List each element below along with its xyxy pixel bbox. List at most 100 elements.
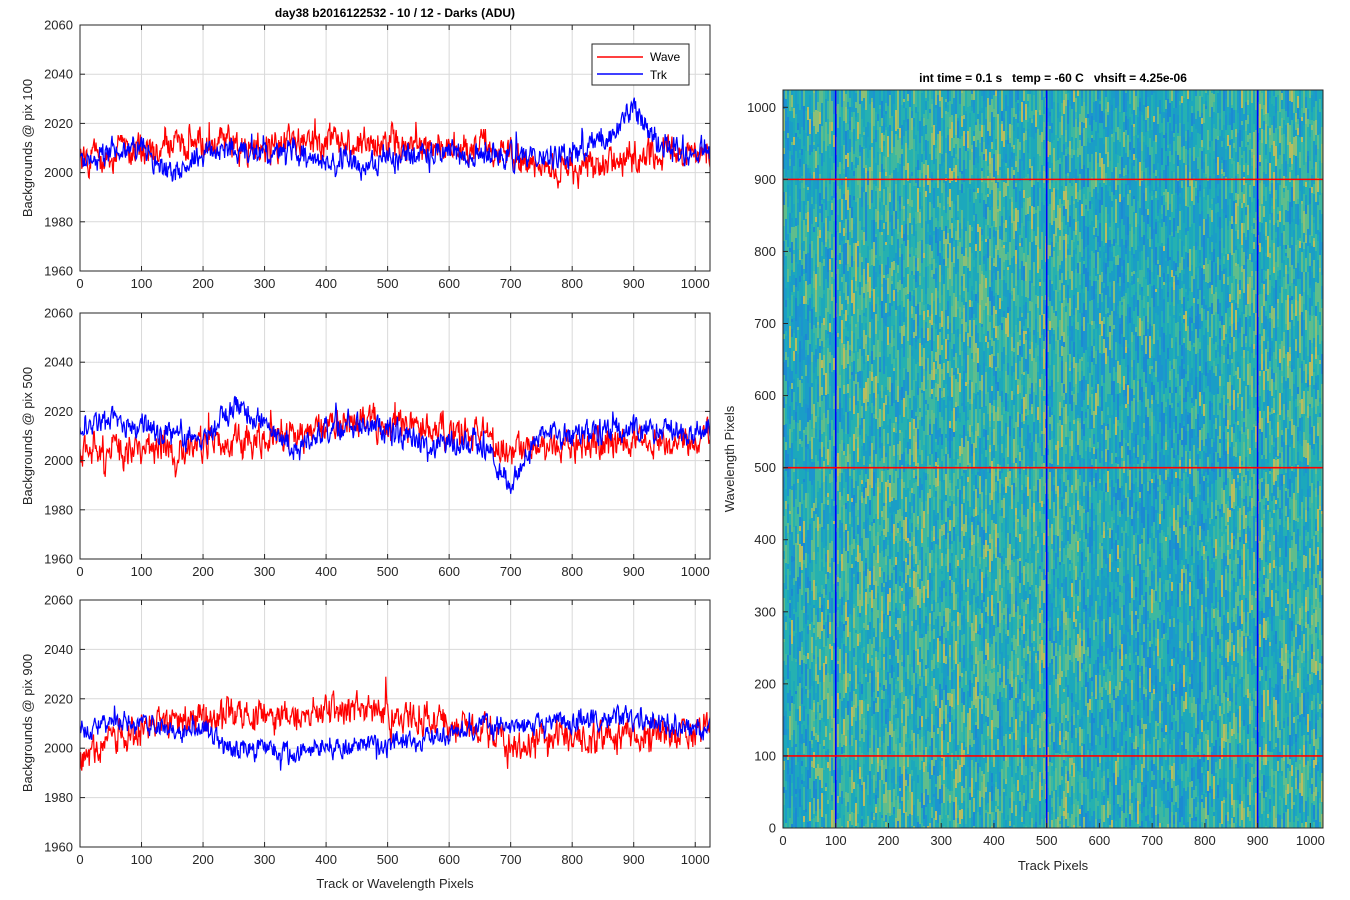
heatmap-cell <box>951 368 953 376</box>
heatmap-cell <box>789 90 791 111</box>
heatmap-cell <box>949 117 951 129</box>
xlabel-track-or-wavelength: Track or Wavelength Pixels <box>316 876 474 891</box>
heatmap-cell <box>805 786 807 809</box>
heatmap-cell <box>833 409 835 430</box>
heatmap-cell <box>907 204 909 218</box>
heatmap-cell <box>953 709 955 720</box>
heatmap-cell <box>893 483 895 498</box>
heatmap-cell <box>947 90 949 102</box>
heatmap-cell <box>885 748 887 769</box>
heatmap-cell <box>805 568 807 588</box>
heatmap-cell <box>943 524 945 535</box>
heatmap-cell <box>883 205 885 223</box>
heatmap-cell <box>831 646 833 660</box>
heatmap-cell <box>953 344 955 357</box>
heatmap-cell <box>937 513 939 520</box>
heatmap-cell <box>915 572 917 596</box>
heatmap-cell <box>807 789 809 802</box>
heatmap-cell <box>889 95 891 118</box>
heatmap-cell <box>885 582 887 602</box>
heatmap-cell <box>883 657 885 670</box>
heatmap-cell <box>799 282 801 293</box>
axes-frame-pix-900 <box>79 599 711 848</box>
heatmap-cell <box>827 804 829 822</box>
heatmap-cell <box>815 715 817 719</box>
heatmap-cell <box>899 776 901 788</box>
heatmap-cell <box>853 608 855 628</box>
heatmap-cell <box>879 409 881 427</box>
heatmap-cell <box>917 755 919 759</box>
heatmap-cell <box>829 248 831 259</box>
heatmap-cell <box>787 381 789 395</box>
heatmap-cell <box>839 296 841 311</box>
heatmap-cell <box>837 347 839 358</box>
heatmap-cell <box>919 608 921 629</box>
heatmap-cell <box>845 243 847 265</box>
heatmap-cell <box>903 438 905 452</box>
heatmap-cell <box>879 536 881 545</box>
heatmap-cell <box>923 164 925 187</box>
heatmap-cell <box>921 366 923 382</box>
heatmap-cell <box>875 698 877 703</box>
heatmap-cell <box>789 575 791 584</box>
heatmap-cell <box>901 149 903 154</box>
heatmap-cell <box>815 151 817 168</box>
heatmap-cell <box>919 799 921 802</box>
heatmap-cell <box>873 546 875 553</box>
heatmap-cell <box>821 457 823 471</box>
heatmap-cell <box>941 520 943 525</box>
heatmap-cell <box>833 714 835 718</box>
heatmap-cell <box>819 682 821 705</box>
heatmap-cell <box>875 304 877 314</box>
heatmap-cell <box>939 636 941 641</box>
heatmap-cell <box>949 563 951 576</box>
heatmap-cell <box>865 344 867 356</box>
heatmap-cell <box>865 382 867 399</box>
heatmap-cell <box>921 716 923 727</box>
heatmap-cell <box>851 112 853 117</box>
heatmap-cell <box>949 531 951 535</box>
series-lines-pix-900 <box>80 676 710 771</box>
heatmap-cell <box>857 139 859 158</box>
heatmap-cell <box>867 402 869 406</box>
heatmap-cell <box>933 669 935 678</box>
heatmap-cell <box>847 692 849 701</box>
heatmap-cell <box>939 303 941 317</box>
heatmap-cell <box>903 452 905 472</box>
heatmap-cell <box>799 517 801 526</box>
heatmap-cell <box>809 653 811 669</box>
heatmap-cell <box>823 287 825 290</box>
heatmap-cell <box>815 455 817 463</box>
heatmap-cell <box>877 532 879 545</box>
heatmap-cell <box>783 814 785 828</box>
heatmap-cell <box>795 90 797 114</box>
heatmap-cell <box>883 699 885 703</box>
heatmap-cell <box>907 716 909 721</box>
heatmap-cell <box>921 502 923 509</box>
heatmap-cell <box>871 644 873 655</box>
heatmap-cell <box>841 277 843 282</box>
heatmap-cell <box>859 346 861 349</box>
heatmap-cell <box>787 626 789 645</box>
heatmap-cell <box>923 819 925 826</box>
heatmap-cell <box>861 503 863 518</box>
heatmap-cell <box>883 229 885 251</box>
heatmap-cell <box>935 243 937 249</box>
heatmap-cell <box>881 531 883 536</box>
heatmap-cell <box>849 777 851 790</box>
heatmap-cell <box>871 403 873 413</box>
heatmap-cell <box>903 417 905 438</box>
heatmap-cell <box>809 95 811 119</box>
heatmap-cell <box>787 435 789 454</box>
heatmap-cell <box>783 551 785 559</box>
heatmap-cell <box>849 152 851 170</box>
heatmap-cell <box>849 821 851 828</box>
heatmap-cell <box>929 419 931 424</box>
heatmap-cell <box>875 483 877 496</box>
heatmap-cell <box>921 727 923 737</box>
heatmap-cell <box>867 137 869 158</box>
heatmap-cell <box>807 749 809 770</box>
heatmap-cell <box>951 544 953 553</box>
heatmap-cell <box>829 221 831 232</box>
heatmap-cell <box>899 638 901 660</box>
